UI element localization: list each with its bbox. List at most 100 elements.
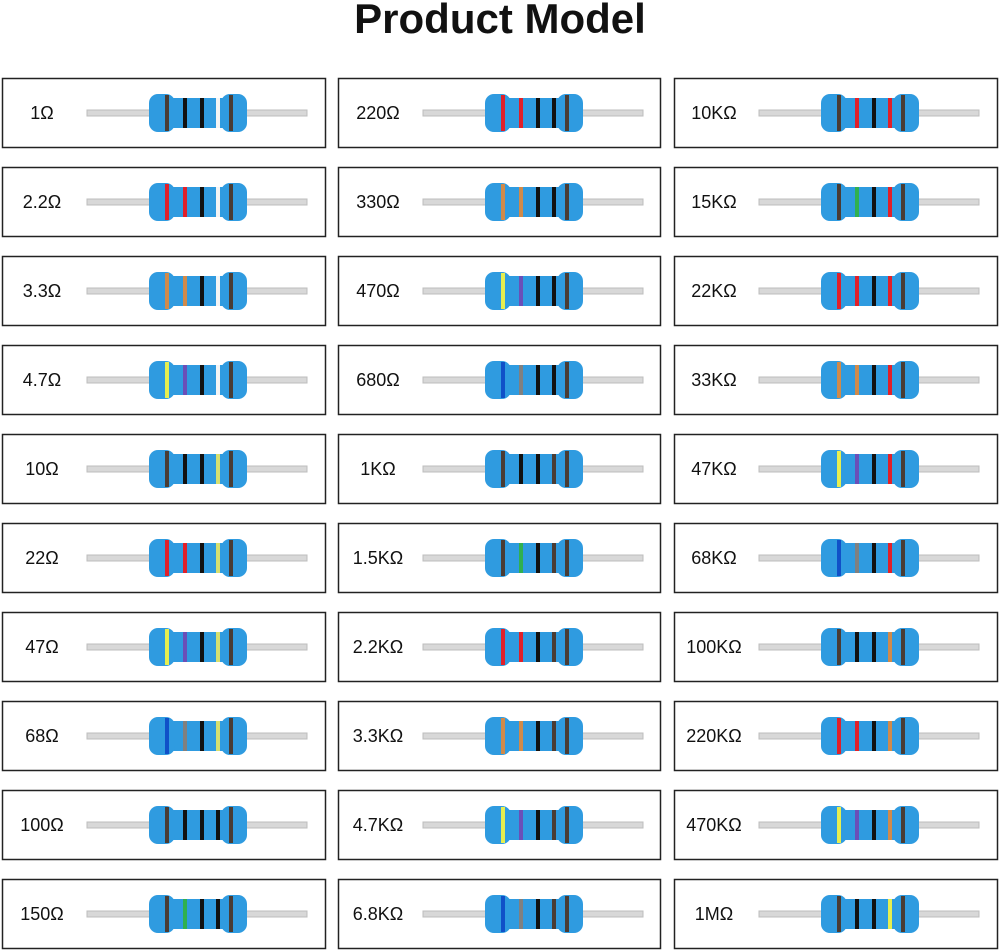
resistor-cell: 470KΩ — [673, 789, 999, 861]
resistor-cell: 1KΩ — [337, 433, 662, 505]
body-cap-right — [221, 94, 247, 132]
color-band — [855, 365, 859, 395]
color-band — [216, 187, 220, 217]
color-band — [855, 187, 859, 217]
color-band — [501, 273, 505, 309]
resistor-cell: 330Ω — [337, 166, 662, 238]
resistor-label: 220Ω — [356, 103, 400, 123]
color-band — [872, 899, 876, 929]
resistor-cell: 470Ω — [337, 255, 662, 327]
color-band — [536, 276, 540, 306]
color-band — [888, 810, 892, 840]
body-cap-right — [221, 272, 247, 310]
color-band — [536, 187, 540, 217]
body-cap-left — [485, 272, 511, 310]
body-cap-right — [893, 717, 919, 755]
color-band — [552, 543, 556, 573]
color-band — [165, 896, 169, 932]
color-band — [901, 451, 905, 487]
body-cap-left — [485, 895, 511, 933]
color-band — [837, 451, 841, 487]
body-cap-left — [485, 450, 511, 488]
resistor-cell: 10Ω — [1, 433, 327, 505]
body-cap-left — [149, 628, 175, 666]
color-band — [901, 184, 905, 220]
resistor-label: 33KΩ — [691, 370, 736, 390]
body-cap-left — [149, 183, 175, 221]
color-band — [165, 718, 169, 754]
color-band — [837, 362, 841, 398]
body-cap-left — [821, 94, 847, 132]
color-band — [216, 543, 220, 573]
body-cap-right — [221, 361, 247, 399]
color-band — [501, 362, 505, 398]
body-cap-left — [821, 272, 847, 310]
body-cap-left — [821, 539, 847, 577]
body-cap-right — [893, 183, 919, 221]
color-band — [165, 540, 169, 576]
body-cap-right — [221, 717, 247, 755]
color-band — [565, 184, 569, 220]
body-cap-left — [485, 539, 511, 577]
resistor-label: 100KΩ — [686, 637, 742, 657]
body-cap-left — [485, 94, 511, 132]
resistor-label: 1KΩ — [360, 459, 395, 479]
color-band — [536, 810, 540, 840]
color-band — [837, 273, 841, 309]
color-band — [229, 362, 233, 398]
color-band — [888, 365, 892, 395]
color-band — [501, 451, 505, 487]
color-band — [183, 543, 187, 573]
color-band — [501, 807, 505, 843]
color-band — [855, 721, 859, 751]
color-band — [165, 451, 169, 487]
resistor-label: 22Ω — [25, 548, 58, 568]
color-band — [165, 362, 169, 398]
color-band — [565, 95, 569, 131]
body-cap-right — [221, 895, 247, 933]
color-band — [552, 899, 556, 929]
color-band — [501, 95, 505, 131]
resistor-cell: 100KΩ — [673, 611, 999, 683]
body-cap-right — [557, 94, 583, 132]
color-band — [216, 98, 220, 128]
color-band — [183, 632, 187, 662]
body-cap-right — [557, 272, 583, 310]
color-band — [200, 810, 204, 840]
color-band — [519, 721, 523, 751]
resistor-cell: 10KΩ — [673, 77, 999, 149]
resistor-cell: 1Ω — [1, 77, 327, 149]
color-band — [183, 187, 187, 217]
body-cap-right — [557, 895, 583, 933]
body-cap-left — [485, 183, 511, 221]
resistor-label: 4.7Ω — [23, 370, 61, 390]
color-band — [165, 807, 169, 843]
resistor-label: 3.3Ω — [23, 281, 61, 301]
resistor-label: 4.7KΩ — [353, 815, 403, 835]
body-cap-left — [821, 806, 847, 844]
color-band — [216, 454, 220, 484]
color-band — [872, 721, 876, 751]
resistor-cell: 22KΩ — [673, 255, 999, 327]
body-cap-right — [893, 361, 919, 399]
body-cap-right — [221, 539, 247, 577]
color-band — [519, 810, 523, 840]
color-band — [519, 543, 523, 573]
resistor-cell: 1MΩ — [673, 878, 999, 950]
body-cap-left — [149, 272, 175, 310]
color-band — [536, 98, 540, 128]
body-cap-right — [557, 717, 583, 755]
resistor-cell: 33KΩ — [673, 344, 999, 416]
resistor-label: 47KΩ — [691, 459, 736, 479]
color-band — [855, 632, 859, 662]
color-band — [501, 540, 505, 576]
color-band — [872, 187, 876, 217]
color-band — [200, 98, 204, 128]
body-cap-right — [893, 895, 919, 933]
resistor-cell: 100Ω — [1, 789, 327, 861]
color-band — [536, 899, 540, 929]
color-band — [888, 632, 892, 662]
cell-border — [337, 611, 662, 683]
color-band — [165, 184, 169, 220]
